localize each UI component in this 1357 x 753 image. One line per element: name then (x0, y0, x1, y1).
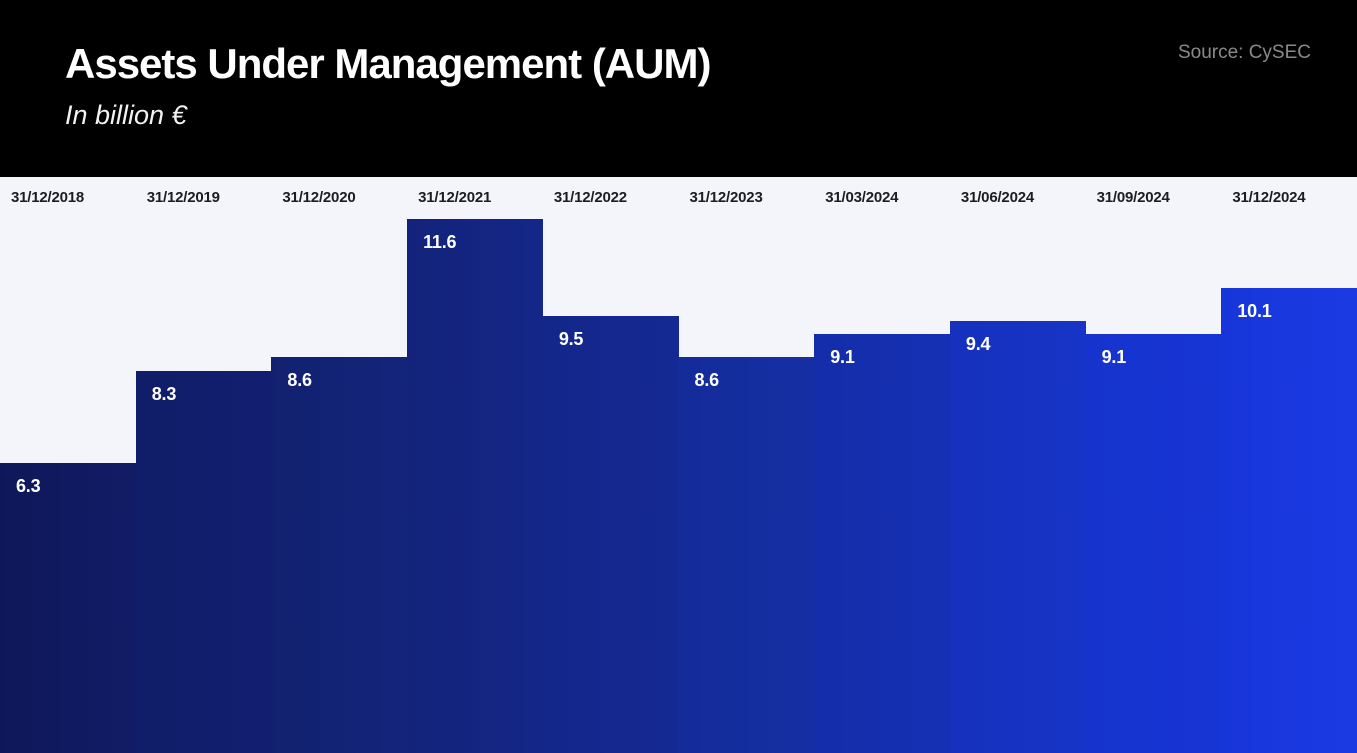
category-label: 31/12/2021 (418, 189, 492, 206)
category-label: 31/12/2023 (689, 189, 763, 206)
category-label: 31/12/2018 (11, 189, 85, 206)
bar: 10.1 (1221, 288, 1357, 753)
category-label: 31/03/2024 (825, 189, 899, 206)
bar-value-label: 6.3 (16, 476, 41, 497)
bar: 11.6 (407, 219, 543, 753)
bar-chart: 31/12/2018 6.3 31/12/2019 8.3 31/12/2020 8.6 3… (0, 177, 1357, 753)
category-label: 31/12/2024 (1232, 189, 1306, 206)
chart-column: 31/03/2024 9.1 (814, 177, 950, 753)
category-label: 31/12/2019 (146, 189, 220, 206)
bar-value-label: 9.5 (558, 329, 584, 349)
chart-column: 31/06/2024 9.4 (949, 177, 1086, 753)
bar-value-label: 9.1 (830, 347, 855, 368)
chart-column: 31/12/2022 9.5 (542, 177, 679, 753)
bar: 8.6 (678, 357, 815, 753)
source-credit: Source: CySEC (1177, 42, 1311, 63)
bar: 9.1 (1085, 334, 1222, 753)
chart-column: 31/12/2024 10.1 (1221, 177, 1357, 753)
bar: 9.5 (542, 316, 679, 753)
bar-value-label: 11.6 (423, 232, 457, 253)
chart-subtitle: In billion € (65, 100, 187, 130)
chart-column: 31/09/2024 9.1 (1085, 177, 1222, 753)
bar-value-label: 8.3 (151, 384, 177, 405)
header: Assets Under Management (AUM) In billion… (0, 0, 1357, 177)
bar: 8.3 (135, 371, 272, 753)
bar: 6.3 (0, 463, 136, 753)
bar-value-label: 8.6 (287, 370, 312, 391)
chart-column: 31/12/2023 8.6 (678, 177, 815, 753)
bar: 9.4 (949, 320, 1086, 753)
bar-value-label: 9.4 (965, 333, 991, 354)
category-label: 31/12/2022 (553, 189, 627, 206)
category-label: 31/09/2024 (1096, 189, 1170, 206)
chart-column: 31/12/2021 11.6 (407, 177, 543, 753)
chart-column: 31/12/2018 6.3 (0, 177, 136, 753)
bar: 9.1 (814, 334, 950, 753)
bar-value-label: 9.1 (1101, 347, 1127, 368)
bar-value-label: 10.1 (1237, 301, 1272, 322)
chart-column: 31/12/2019 8.3 (135, 177, 272, 753)
chart-title: Assets Under Management (AUM) (65, 40, 711, 87)
category-label: 31/12/2020 (282, 189, 356, 206)
chart-column: 31/12/2020 8.6 (271, 177, 408, 753)
bar: 8.6 (271, 357, 408, 753)
bar-value-label: 8.6 (694, 370, 720, 391)
category-label: 31/06/2024 (960, 189, 1034, 206)
